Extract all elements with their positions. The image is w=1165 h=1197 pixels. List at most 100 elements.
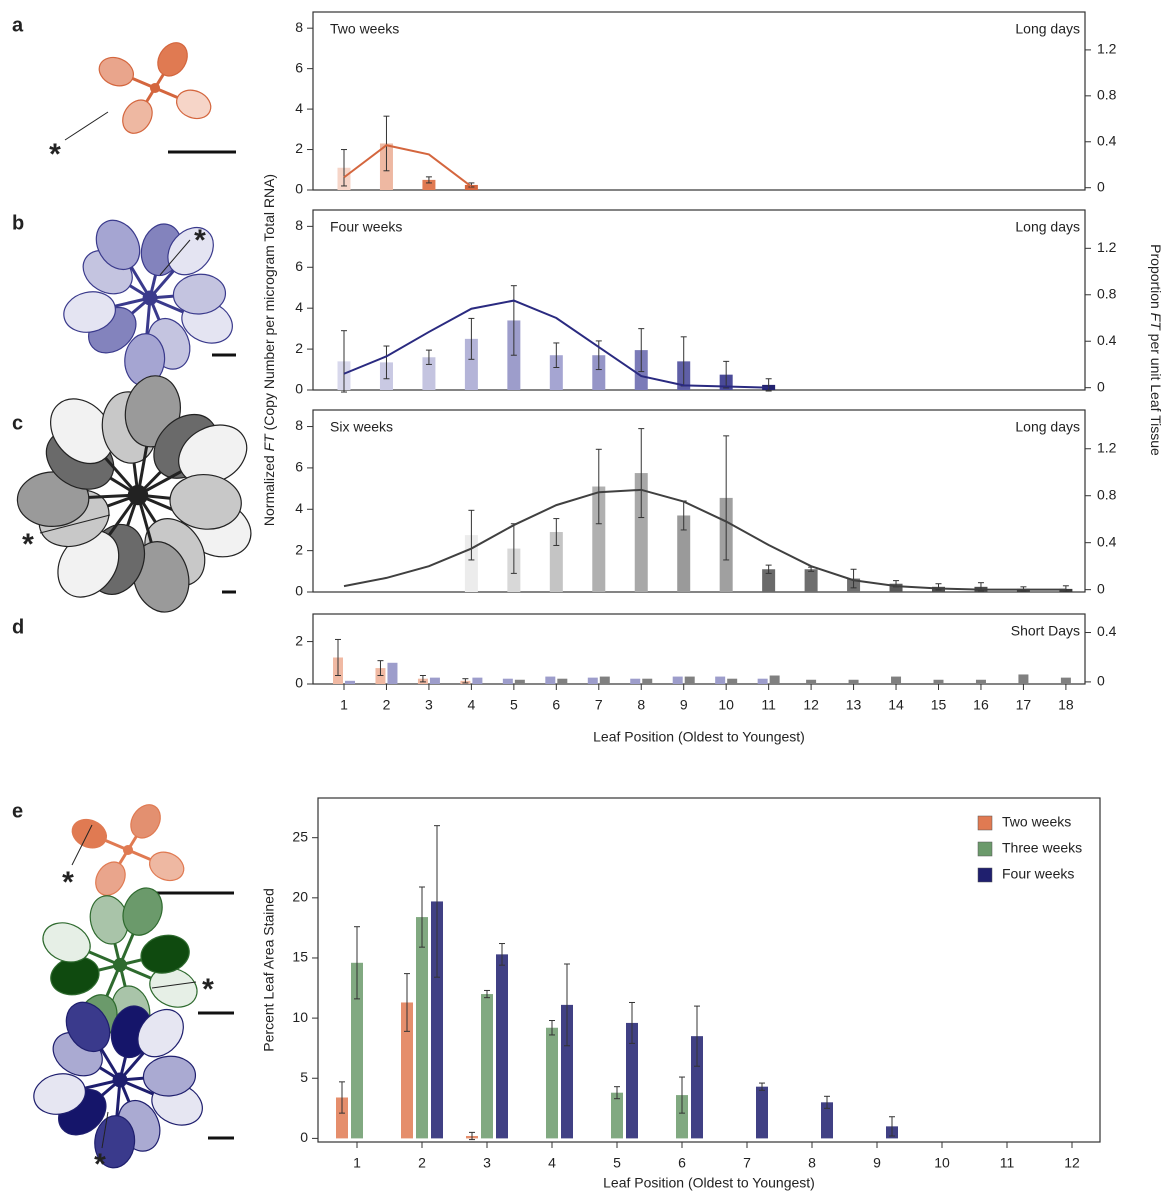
- error-bar: [419, 675, 426, 683]
- error-bar: [340, 330, 347, 393]
- y-tick-label: 0: [295, 675, 303, 691]
- bar: [464, 338, 478, 390]
- leaf: [149, 851, 185, 882]
- y2-tick-label: 0.4: [1097, 533, 1117, 549]
- x-tick-label: 12: [803, 697, 819, 713]
- bar: [756, 1086, 768, 1139]
- y2-axis-label: Proportion FT per unit Leaf Tissue: [1148, 244, 1164, 456]
- error-bar: [484, 989, 490, 999]
- plot-frame: [312, 11, 1086, 191]
- leaf: [157, 42, 188, 77]
- x-tick-label: 10: [718, 697, 734, 713]
- error-bar: [595, 448, 602, 525]
- leaf-marker: *: [94, 1148, 106, 1181]
- y2-tick-label: 1.2: [1097, 439, 1117, 455]
- x-tick-label: 5: [510, 697, 518, 713]
- panel-label: c: [12, 412, 23, 434]
- error-bar: [510, 285, 517, 356]
- y-tick-label: 15: [292, 949, 308, 965]
- error-bar: [553, 518, 560, 546]
- error-bar: [850, 568, 857, 589]
- label-part: (Copy Number per microgram Total RNA): [261, 174, 277, 434]
- legend-label: Three weeks: [1002, 840, 1082, 856]
- y-tick-label: 20: [292, 889, 308, 905]
- y-tick-label: 0: [295, 583, 303, 599]
- bar: [416, 917, 428, 1139]
- bar: [599, 676, 610, 684]
- leaf: [176, 89, 212, 120]
- bar: [587, 677, 598, 684]
- leaf: [172, 273, 227, 315]
- y2-tick-label: 0.4: [1097, 623, 1117, 639]
- leaf-marker: *: [49, 138, 61, 171]
- leaf: [98, 56, 134, 87]
- x-tick-label: 8: [808, 1155, 816, 1171]
- error-bar: [638, 328, 645, 373]
- y-tick-label: 4: [295, 500, 303, 516]
- bar: [806, 679, 817, 684]
- bar: [626, 1022, 638, 1139]
- y2-tick-label: 0.8: [1097, 87, 1117, 103]
- legend-label: Two weeks: [1002, 814, 1071, 830]
- error-bar: [425, 349, 432, 365]
- panel-label: e: [12, 800, 23, 822]
- bar: [727, 678, 738, 684]
- bar: [422, 357, 436, 390]
- bar: [502, 678, 513, 684]
- legend-swatch: [977, 841, 993, 857]
- x-tick-label: 3: [425, 697, 433, 713]
- x-tick-label: 1: [340, 697, 348, 713]
- legend-label: Four weeks: [1002, 866, 1074, 882]
- rosette-center: [113, 958, 127, 972]
- bar: [336, 1097, 348, 1139]
- error-bar: [339, 1081, 345, 1114]
- x-tick-label: 2: [418, 1155, 426, 1171]
- x-tick-label: 6: [552, 697, 560, 713]
- x-axis-label: Leaf Position (Oldest to Youngest): [593, 729, 805, 745]
- y2-tick-label: 0.8: [1097, 285, 1117, 301]
- bar: [429, 677, 440, 684]
- error-bar: [595, 340, 602, 371]
- label-part: FT: [1148, 313, 1164, 332]
- x-tick-label: 4: [467, 697, 475, 713]
- bar: [387, 662, 398, 684]
- x-tick-label: 1: [353, 1155, 361, 1171]
- bar: [933, 679, 944, 684]
- bar: [514, 679, 525, 684]
- leaf: [149, 967, 198, 1008]
- rosette-center: [142, 290, 158, 306]
- x-tick-label: 9: [873, 1155, 881, 1171]
- bar: [375, 668, 386, 684]
- x-tick-label: 6: [678, 1155, 686, 1171]
- panel-title: Six weeks: [330, 419, 393, 435]
- bar: [762, 569, 776, 592]
- rosette-illustration: [63, 219, 233, 387]
- error-bar: [425, 176, 432, 184]
- leaf: [42, 922, 91, 963]
- error-bar: [468, 317, 475, 360]
- x-tick-label: 16: [973, 697, 989, 713]
- x-tick-label: 2: [383, 697, 391, 713]
- rosette-illustration: [33, 1001, 203, 1169]
- y2-tick-label: 0.8: [1097, 486, 1117, 502]
- y2-tick-label: 0: [1097, 378, 1105, 394]
- bar: [975, 679, 986, 684]
- error-bar: [383, 115, 390, 172]
- y-tick-label: 8: [295, 19, 303, 35]
- legend-swatch: [977, 815, 993, 831]
- error-bar: [549, 1020, 555, 1036]
- y-tick-label: 5: [300, 1069, 308, 1085]
- y2-tick-label: 0: [1097, 178, 1105, 194]
- y2-tick-label: 0.4: [1097, 132, 1117, 148]
- y-tick-label: 8: [295, 217, 303, 233]
- y-tick-label: 6: [295, 459, 303, 475]
- error-bar: [765, 564, 772, 574]
- bar: [351, 962, 363, 1139]
- y2-tick-label: 0.4: [1097, 332, 1117, 348]
- bar: [757, 678, 768, 684]
- x-tick-label: 18: [1058, 697, 1074, 713]
- y-tick-label: 2: [295, 632, 303, 648]
- bar: [549, 532, 563, 592]
- bar: [769, 675, 780, 684]
